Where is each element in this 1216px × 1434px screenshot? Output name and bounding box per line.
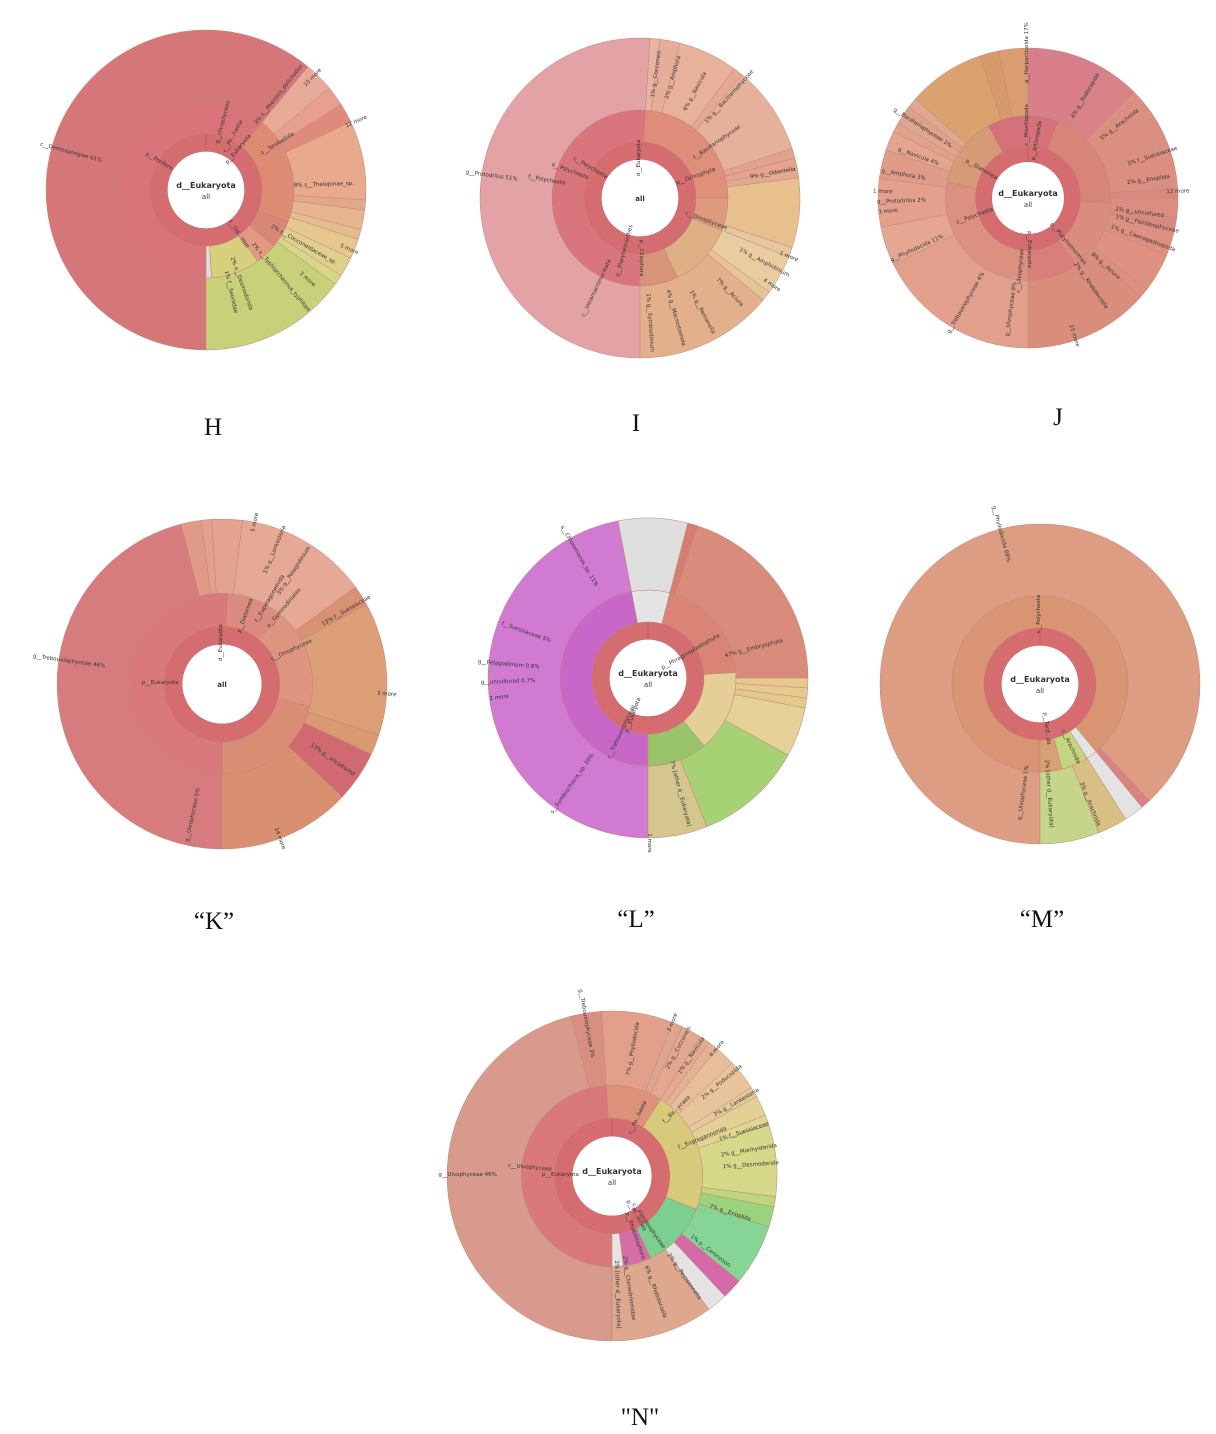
center-hole (992, 162, 1064, 234)
center-subtitle: all (1024, 201, 1032, 209)
segment-label: g__Protodrilus 2% (877, 198, 926, 206)
center-subtitle: all (608, 1179, 616, 1187)
ring1-segment (984, 628, 1096, 740)
center-title: d__Eukaryota (998, 189, 1057, 198)
segment-label: 1% g__Desmodorida (723, 1160, 779, 1170)
leaf-segment (879, 523, 1201, 845)
leaf-segment (45, 29, 309, 351)
center-title: d__Eukaryota (176, 181, 235, 190)
segment-label: 5 more (250, 512, 260, 533)
center-hole (182, 644, 262, 724)
segment-label: p__Eukaryota (1026, 231, 1032, 268)
segment-label: g__uncultured 0.7% (481, 678, 536, 686)
segment-label: 12 more (1166, 188, 1190, 195)
center-title: d__Eukaryota (1010, 675, 1069, 684)
center-subtitle: all (1036, 687, 1044, 695)
segment-label: 3 more (377, 691, 397, 698)
center-hole (167, 151, 245, 229)
panel-label: J (1053, 404, 1063, 431)
panel-label: H (203, 414, 223, 441)
center-hole (572, 1136, 652, 1216)
segment-label: g__Ulvophyceae 46% (438, 1172, 497, 1178)
center-hole (1001, 645, 1079, 723)
segment-label: 1 more (646, 833, 652, 853)
leaf-segment (479, 37, 651, 359)
panel-label: “M” (1019, 906, 1065, 933)
segment-label: 2 more (489, 693, 510, 702)
center-title: d__Eukaryota (618, 669, 677, 678)
panel-label: “L” (617, 906, 655, 933)
segment-label: p__Ciliophora (638, 240, 644, 277)
segment-label: 1% g__Symbiodinium (645, 293, 655, 352)
segment-label: g__Pelagodinium 0.8% (478, 659, 540, 670)
segment-label: 2% [other d__Eukaryota] (613, 1260, 621, 1328)
segment-label: c__Polychaeta (1036, 595, 1042, 634)
center-hole (601, 159, 679, 237)
segment-label: 3 more (878, 208, 899, 216)
leaf-segment (639, 253, 764, 359)
segment-label: p__Tard...da (1042, 712, 1052, 745)
panel-label: "N" (620, 1404, 660, 1431)
leaf-segment (1039, 765, 1100, 845)
panel-label: I (631, 410, 641, 437)
segment-label: d__Eukaryota (218, 624, 224, 661)
leaf-segment (674, 525, 809, 679)
leaf-segment (446, 1015, 613, 1342)
segment-label: 8% s__Thelepinae_sp. (294, 181, 355, 189)
center-subtitle: all (644, 681, 652, 689)
center-title: d__Eukaryota (582, 1167, 641, 1176)
center-subtitle: all (202, 193, 210, 201)
segment-label: 2% g__Enoplida (1127, 174, 1171, 186)
center-hole (609, 639, 687, 717)
leaf-segment (647, 759, 708, 839)
segment-label: c__Maxillopoda (1024, 104, 1030, 146)
ring1-segment (975, 146, 1080, 251)
leaf-segment (1027, 252, 1142, 349)
leaf-segment (56, 523, 223, 850)
panel-label: “K” (193, 908, 235, 935)
segment-label: c__Ulvophyceae (508, 1163, 553, 1173)
leaf-segment (611, 1249, 710, 1342)
segment-label: p__Eukaryota (142, 680, 179, 686)
segment-label: c__Ulvophyceae (1016, 248, 1026, 293)
leaf-segment (205, 241, 336, 351)
segment-label: d__Eukaryota (636, 140, 642, 177)
segment-label: 2% [other d__Eukaryota] (1043, 760, 1054, 828)
center-subtitle: all (217, 681, 227, 689)
segment-label: 1 more (873, 189, 893, 196)
segment-label: g__Harpacticoida 17% (1024, 22, 1030, 83)
segment-label: p__Eukaryota (542, 1172, 579, 1178)
leaf-segment (221, 745, 343, 850)
center-subtitle: all (635, 195, 645, 203)
